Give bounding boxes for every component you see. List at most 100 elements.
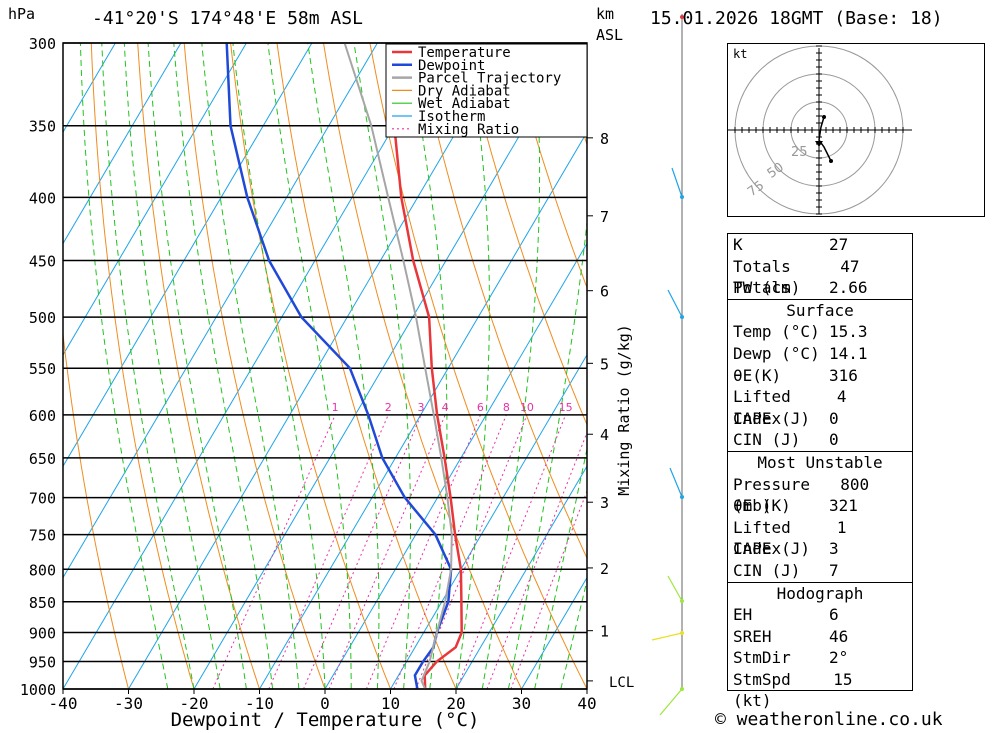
hodograph-param-row: SREH 46	[733, 626, 849, 646]
wet-adiabat-line	[123, 43, 221, 689]
legend-item: Mixing Ratio	[418, 122, 519, 138]
legend-item: Dewpoint	[418, 58, 485, 74]
dry-adiabat-line	[323, 43, 522, 689]
dry-adiabat-line	[137, 43, 260, 689]
wet-adiabat-line	[267, 43, 352, 689]
hodograph-param-row: StmSpd (kt) 15	[733, 669, 853, 711]
wet-adiabat-line	[201, 43, 300, 689]
x-tick-label: -30	[114, 694, 143, 713]
wet-adiabat-line	[406, 43, 448, 689]
hodograph-point	[829, 159, 833, 163]
wind-barb	[667, 575, 683, 602]
pressure-tick-label: 850	[29, 594, 56, 612]
x-tick-label: 40	[577, 694, 596, 713]
mixing-ratio-label: 20	[587, 401, 601, 414]
mixing-ratio-label: 3	[418, 401, 425, 414]
isotherm-line	[63, 43, 444, 689]
location-title: -41°20'S 174°48'E 58m ASL	[92, 8, 363, 29]
mixing-ratio-line	[393, 414, 507, 689]
surface-row: Temp (°C) 15.3	[733, 322, 868, 342]
height-unit-label: km	[596, 5, 614, 23]
x-tick-label: 0	[320, 694, 330, 713]
x-tick-label: -40	[49, 694, 78, 713]
legend-box	[385, 43, 588, 138]
pressure-tick-label: 400	[29, 189, 56, 207]
hodograph-params-header: Hodograph	[728, 581, 912, 605]
hodograph-point	[822, 115, 826, 119]
isotherm-line	[259, 131, 587, 689]
most-unstable-header: Most Unstable	[728, 450, 912, 474]
legend-item: Parcel Trajectory	[418, 71, 561, 87]
lcl-label: LCL	[609, 675, 634, 691]
pressure-tick-label: 800	[29, 561, 56, 579]
wind-barb	[667, 289, 683, 318]
isotherm-line	[63, 43, 182, 245]
wind-barb	[671, 167, 683, 198]
legend-item: Dry Adiabat	[418, 83, 511, 99]
pressure-tick-label: 450	[29, 253, 56, 271]
mixing-ratio-line	[212, 414, 336, 689]
km-tick-label: 4	[600, 426, 609, 444]
pressure-tick-label: 1000	[20, 681, 56, 699]
wind-barb	[651, 632, 683, 641]
km-tick-label: 6	[600, 283, 609, 301]
x-tick-label: 10	[381, 694, 400, 713]
most-unstable-row: θE (K) 321	[733, 496, 858, 516]
x-tick-label: 20	[446, 694, 465, 713]
mixing-ratio-label: 6	[477, 401, 484, 414]
most-unstable-row: Lifted Index 1	[733, 517, 847, 559]
wind-barb	[659, 688, 683, 716]
surface-row: θE(K) 316	[733, 365, 858, 385]
dewpoint-line	[225, 43, 453, 689]
wet-adiabat-line	[147, 43, 247, 689]
wind-barb	[669, 467, 683, 498]
pressure-tick-label: 550	[29, 360, 56, 378]
temperature-line	[385, 43, 463, 689]
isotherm-line	[193, 43, 575, 689]
pressure-tick-label: 600	[29, 407, 56, 425]
wet-adiabat-line	[534, 446, 587, 689]
storm-motion-marker	[815, 141, 823, 147]
index-row: PW (cm) 2.66	[733, 278, 868, 298]
isotherm-line	[128, 43, 509, 689]
pressure-tick-label: 750	[29, 527, 56, 545]
hodograph-param-row: EH 6	[733, 605, 839, 625]
surface-row: CAPE (J) 0	[733, 408, 839, 428]
x-tick-label: 30	[512, 694, 531, 713]
km-tick-label: 8	[600, 130, 609, 148]
hodograph-param-row: StmDir 2°	[733, 648, 849, 668]
copyright-link[interactable]: © weatheronline.co.uk	[715, 709, 943, 730]
mixing-ratio-line	[328, 414, 446, 689]
mixing-ratio-line	[365, 414, 481, 689]
hodograph-unit-label: kt	[733, 47, 747, 61]
index-row: Totals Totals 47	[733, 256, 860, 298]
surface-row: Dewp (°C) 14.1	[733, 343, 868, 363]
pressure-tick-label: 900	[29, 624, 56, 642]
mixing-ratio-line	[303, 414, 422, 689]
legend-item: Temperature	[418, 45, 511, 61]
isotherm-line	[63, 43, 247, 356]
surface-header: Surface	[728, 298, 912, 322]
dry-adiabat-line	[462, 43, 587, 427]
mixing-ratio-line	[510, 489, 587, 689]
surface-row: CIN (J) 0	[733, 430, 839, 450]
mixing-ratio-label: 1	[332, 401, 339, 414]
legend-item: Isotherm	[418, 109, 485, 125]
dry-adiabat-line	[63, 329, 129, 689]
index-row: K 27	[733, 235, 849, 254]
km-tick-label: 3	[600, 494, 609, 512]
km-tick-label: 5	[600, 355, 609, 373]
pressure-tick-label: 950	[29, 653, 56, 671]
isotherm-line	[521, 576, 587, 689]
hodograph-trace	[818, 116, 832, 162]
dry-adiabat-line	[90, 43, 195, 689]
isotherm-line	[455, 465, 587, 689]
hodograph-plot: kt 25 50 75	[728, 45, 912, 215]
pressure-tick-label: 350	[29, 118, 56, 136]
isotherm-line	[324, 242, 587, 689]
wet-adiabat-line	[173, 43, 274, 689]
mixing-ratio-label: 15	[559, 401, 573, 414]
dry-adiabat-line	[508, 43, 587, 289]
